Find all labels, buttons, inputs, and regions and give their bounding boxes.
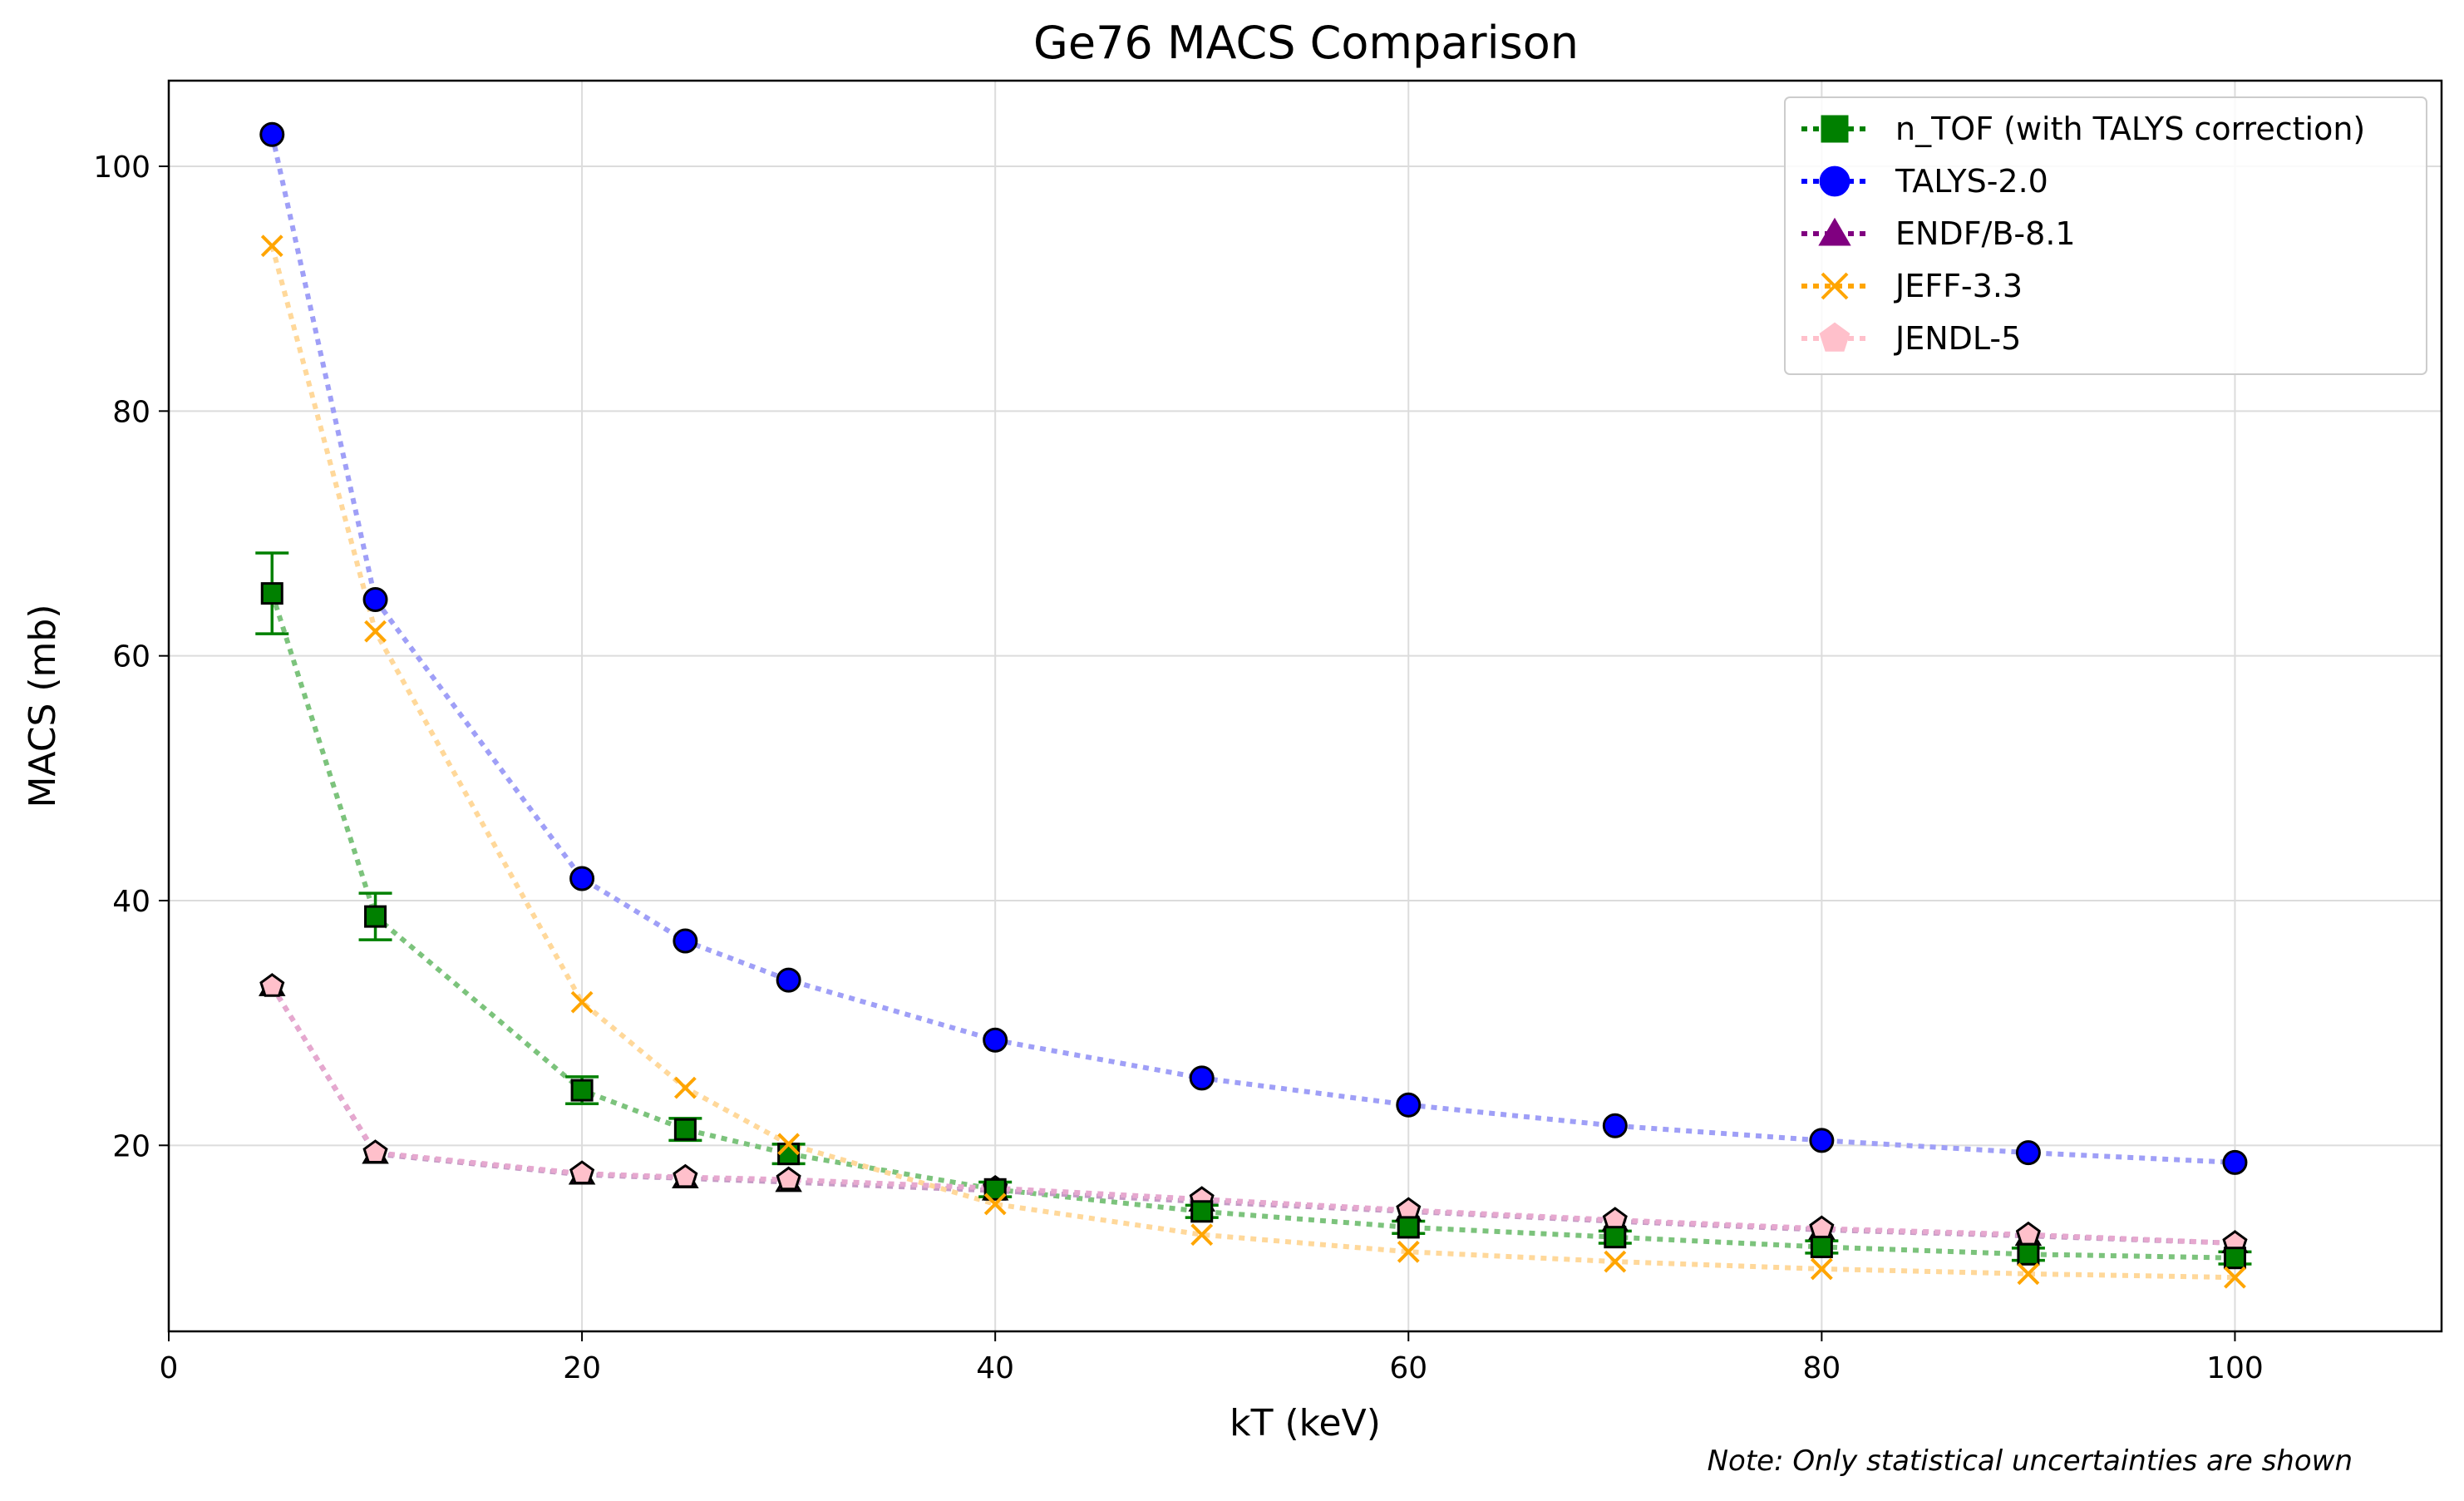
data-point-talys-2-0 [983,1027,1008,1053]
legend-marker-talys-2-0 [1819,165,1850,197]
data-point-talys-2-0 [673,928,698,954]
data-point-n-tof-with-talys-correction [364,905,387,928]
data-point-n-tof-with-talys-correction [777,1143,801,1166]
data-point-jeff-3-3 [1397,1240,1420,1263]
y-tick-label: 60 [112,640,150,674]
data-point-jeff-3-3 [364,620,387,643]
data-point-n-tof-with-talys-correction [570,1079,594,1102]
data-point-jendl-5 [569,1160,595,1184]
data-point-n-tof-with-talys-correction [1604,1226,1627,1249]
data-point-jeff-3-3 [260,235,283,258]
legend-label-endf-b-8-1: ENDF/B-8.1 [1895,215,2076,252]
chart-title: Ge76 MACS Comparison [1033,17,1579,69]
data-point-n-tof-with-talys-correction [2223,1247,2246,1270]
series-line-jeff-3-3 [269,244,2235,1281]
legend: n_TOF (with TALYS correction) TALYS-2.0 EN… [1784,96,2427,375]
legend-marker-jendl-5 [1819,322,1850,352]
data-point-jeff-3-3 [1190,1223,1214,1247]
x-axis: 0 20 40 60 80 100 [160,1331,2264,1385]
x-tick-label: 80 [1802,1351,1841,1385]
data-point-jeff-3-3 [1604,1250,1627,1273]
data-point-talys-2-0 [2222,1149,2248,1175]
data-point-jeff-3-3 [1810,1257,1833,1281]
legend-label-jeff-3-3: JEFF-3.3 [1894,268,2023,304]
y-axis: 20 40 60 80 100 [93,151,169,1163]
data-point-talys-2-0 [1396,1092,1422,1118]
y-tick-label: 20 [112,1129,150,1163]
data-point-talys-2-0 [259,121,285,147]
y-tick-label: 100 [93,151,150,185]
data-point-jeff-3-3 [2017,1262,2040,1286]
data-point-talys-2-0 [1189,1065,1215,1091]
data-point-jeff-3-3 [2224,1266,2246,1289]
legend-label-n-tof-with-talys-correction: n_TOF (with TALYS correction) [1895,111,2365,147]
x-tick-label: 100 [2206,1351,2264,1385]
data-point-talys-2-0 [569,866,595,891]
data-point-jeff-3-3 [673,1076,697,1099]
series-lines [269,134,2235,1281]
series-line-talys-2-0 [269,134,2235,1165]
x-tick-label: 60 [1389,1351,1427,1385]
series-line-jendl-5 [269,985,2235,1246]
data-point-n-tof-with-talys-correction [260,582,283,605]
legend-marker-endf-b-8-1 [1818,217,1851,246]
data-markers [259,121,2249,1289]
data-point-jendl-5 [362,1139,388,1163]
data-point-n-tof-with-talys-correction [1397,1216,1420,1239]
plot-frame [167,79,2443,1333]
data-point-talys-2-0 [2015,1140,2041,1166]
x-tick-label: 20 [563,1351,601,1385]
y-tick-label: 80 [112,395,150,429]
data-point-n-tof-with-talys-correction [2017,1242,2040,1266]
data-point-jeff-3-3 [777,1133,801,1156]
legend-marker-n-tof-with-talys-correction [1821,115,1849,143]
data-point-jendl-5 [673,1163,698,1188]
x-tick-label: 40 [976,1351,1014,1385]
data-point-n-tof-with-talys-correction [673,1118,697,1141]
data-point-jeff-3-3 [983,1192,1007,1216]
data-point-jendl-5 [776,1166,801,1191]
legend-label-jendl-5: JENDL-5 [1894,320,2021,357]
data-point-n-tof-with-talys-correction [1810,1235,1833,1258]
y-tick-label: 40 [112,885,150,919]
data-point-talys-2-0 [1602,1113,1628,1138]
legend-box [1784,96,2427,375]
data-point-n-tof-with-talys-correction [1190,1200,1214,1223]
x-tick-label: 0 [160,1351,179,1385]
series-line-n-tof-with-talys-correction [269,592,2235,1261]
data-point-talys-2-0 [362,586,388,612]
data-point-jeff-3-3 [570,990,594,1014]
footnote: Note: Only statistical uncertainties are… [1708,1444,2353,1478]
legend-marker-jeff-3-3 [1821,272,1849,300]
x-axis-label: kT (keV) [1230,1402,1381,1444]
data-point-jendl-5 [259,973,285,997]
y-axis-label: MACS (mb) [22,604,64,807]
legend-label-talys-2-0: TALYS-2.0 [1895,163,2048,200]
data-point-talys-2-0 [1809,1128,1835,1153]
data-point-talys-2-0 [776,967,801,993]
